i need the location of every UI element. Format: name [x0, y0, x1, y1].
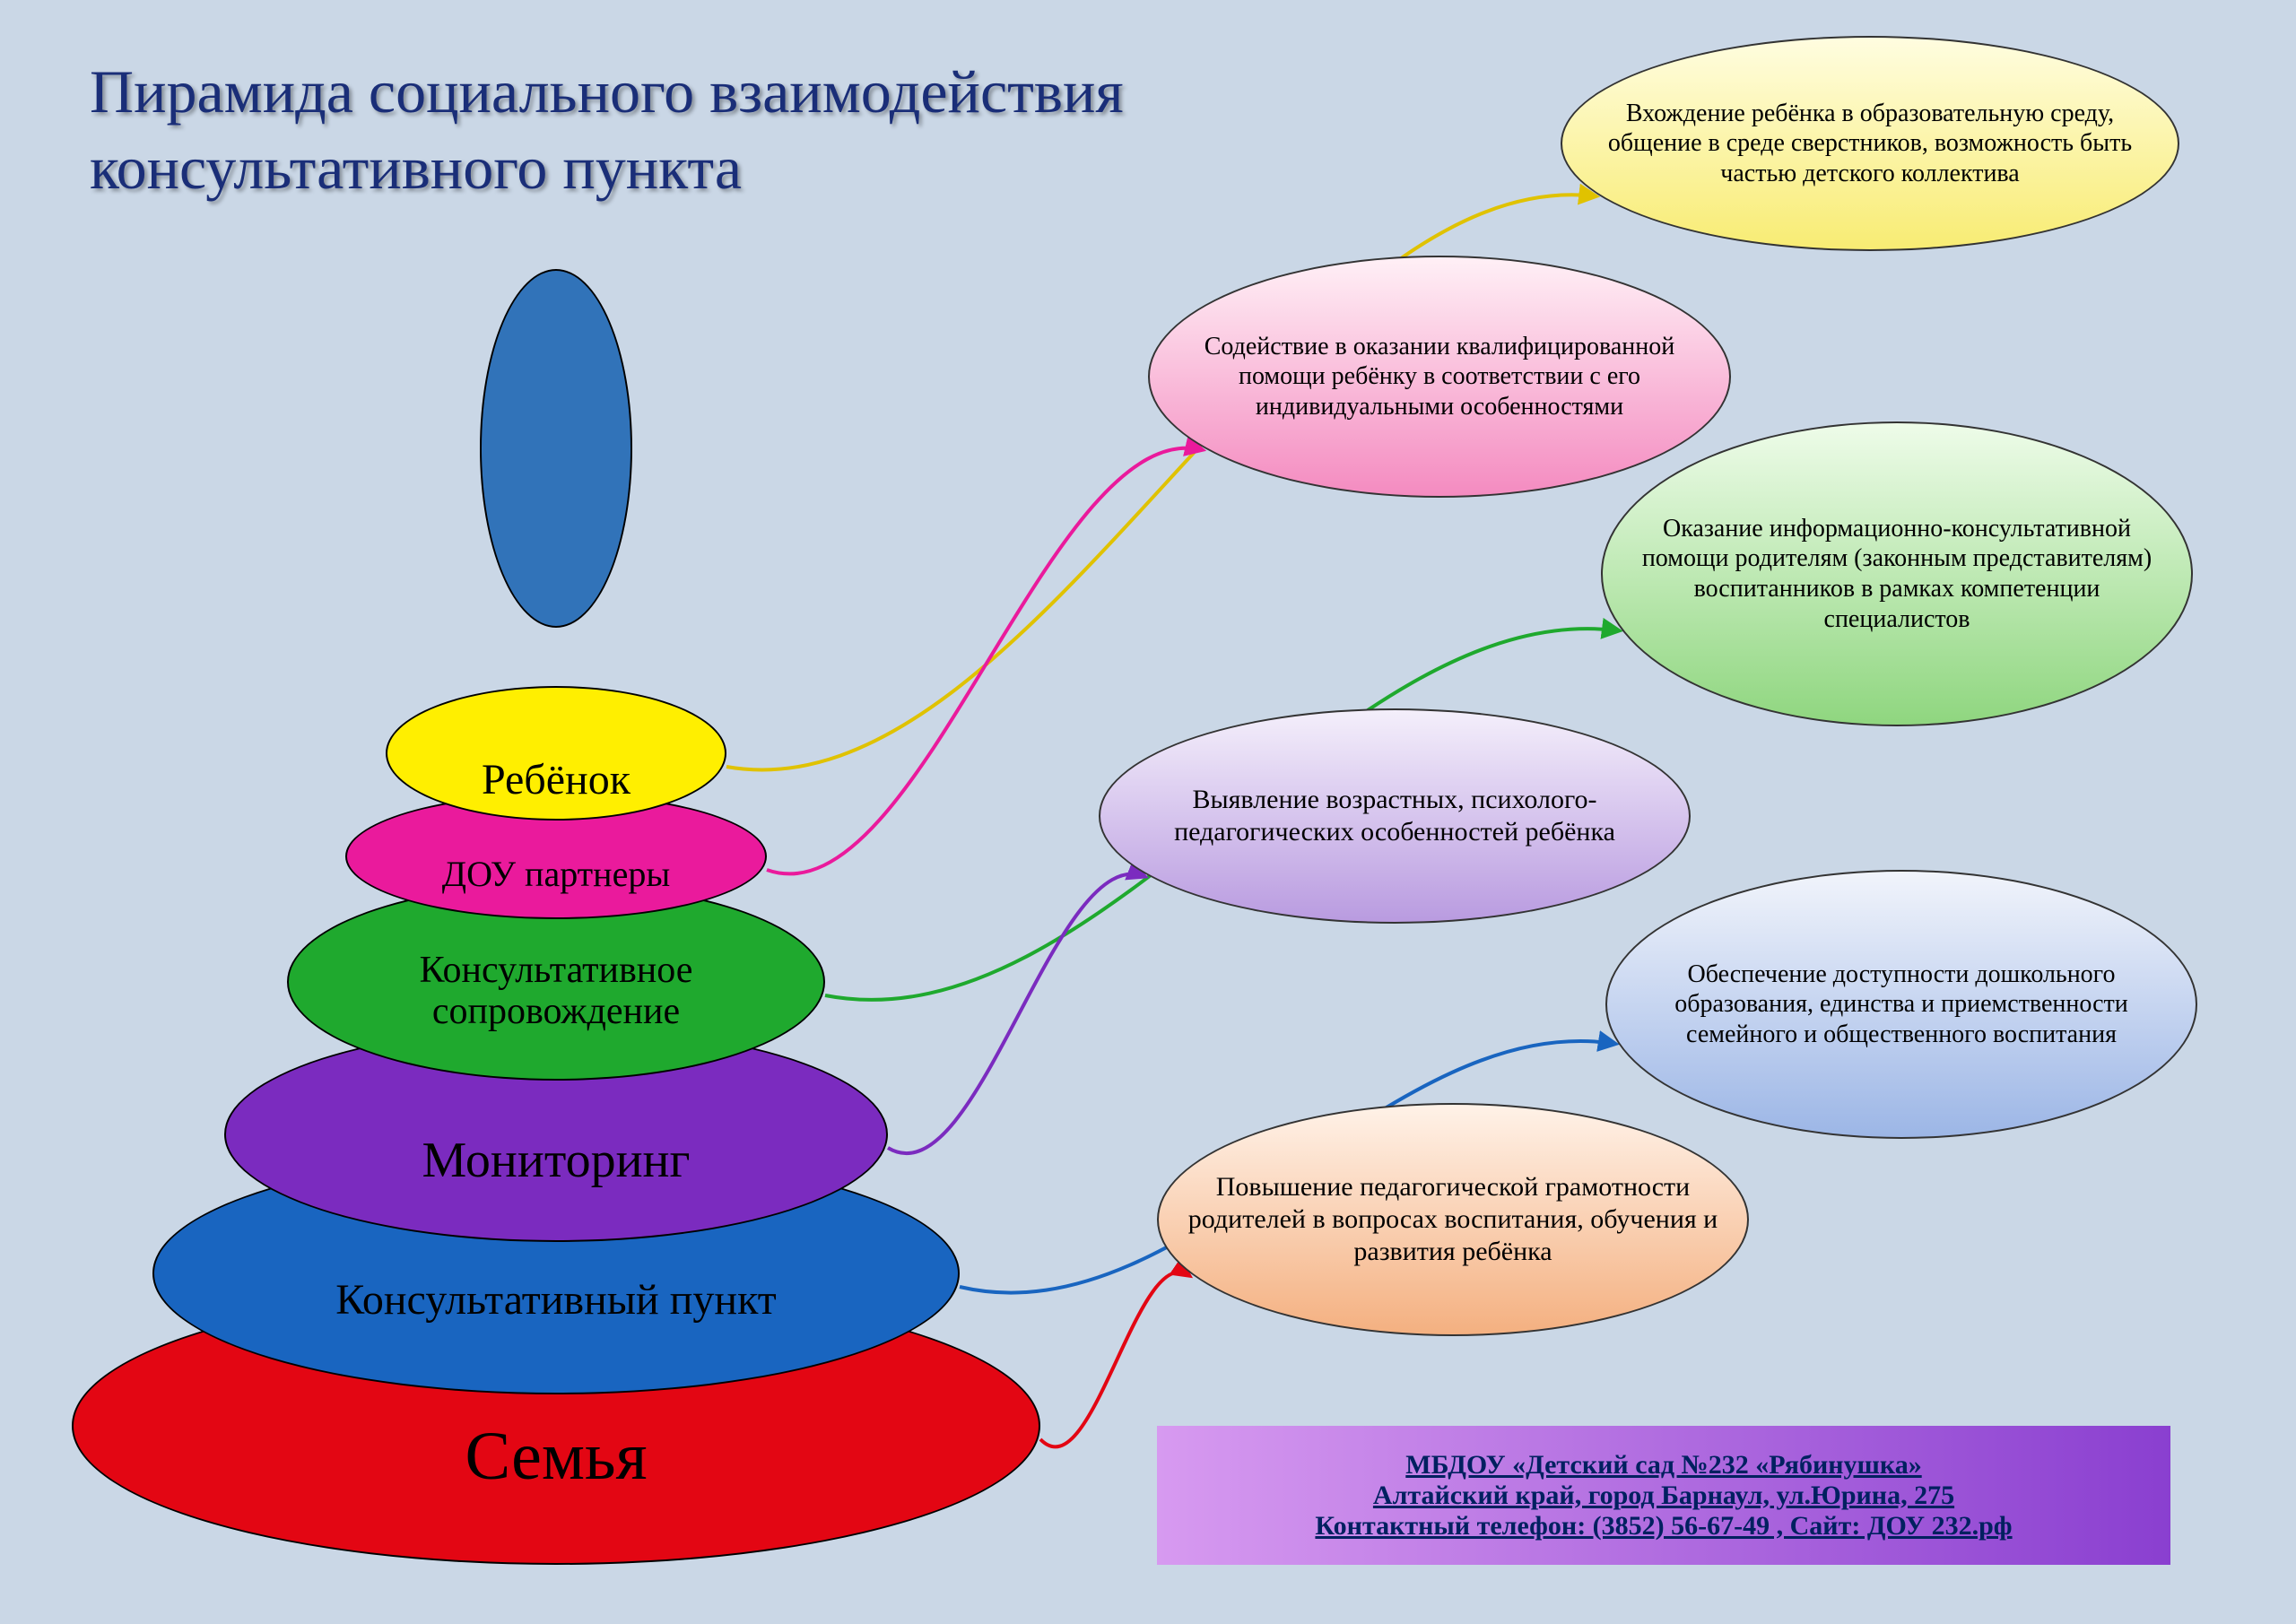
bubble-b-blue: Обеспечение доступности дошкольного обра… [1605, 870, 2197, 1139]
connector-family [1040, 1272, 1189, 1447]
bubble-text-b-pink: Содействие в оказании квалифицированной … [1150, 332, 1729, 422]
footer-line-1: Алтайский край, город Барнаул, ул.Юрина,… [1373, 1481, 1954, 1511]
bubble-text-b-green: Оказание информационно-консультативной п… [1603, 514, 2191, 634]
bubble-b-yellow: Вхождение ребёнка в образовательную сред… [1561, 36, 2179, 251]
bubble-text-b-violet: Выявление возрастных, психолого-педагоги… [1100, 784, 1689, 848]
bubble-b-orange: Повышение педагогической грамотности род… [1157, 1103, 1749, 1336]
footer-line-0: МБДОУ «Детский сад №232 «Рябинушка» [1405, 1450, 1921, 1481]
bubble-text-b-yellow: Вхождение ребёнка в образовательную сред… [1562, 99, 2178, 189]
bubble-text-b-blue: Обеспечение доступности дошкольного обра… [1607, 960, 2196, 1050]
bubble-text-b-orange: Повышение педагогической грамотности род… [1159, 1171, 1747, 1268]
diagram-stage: Пирамида социального взаимодействия конс… [0, 0, 2296, 1624]
bubble-b-violet: Выявление возрастных, психолого-педагоги… [1099, 708, 1691, 924]
bubble-b-pink: Содействие в оказании квалифицированной … [1148, 256, 1731, 498]
footer-box: МБДОУ «Детский сад №232 «Рябинушка»Алтай… [1157, 1426, 2170, 1565]
bubble-b-green: Оказание информационно-консультативной п… [1601, 421, 2193, 726]
pyramid-topcap [480, 269, 632, 628]
pyramid-ring-child [386, 686, 726, 821]
footer-line-2: Контактный телефон: (3852) 56-67-49 , Са… [1315, 1511, 2012, 1541]
page-title: Пирамида социального взаимодействия конс… [90, 54, 1124, 206]
connector-monitoring [888, 874, 1144, 1154]
